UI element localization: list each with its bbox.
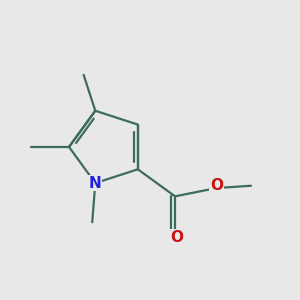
Text: O: O: [170, 230, 183, 245]
Text: N: N: [89, 176, 102, 190]
Text: O: O: [210, 178, 223, 193]
